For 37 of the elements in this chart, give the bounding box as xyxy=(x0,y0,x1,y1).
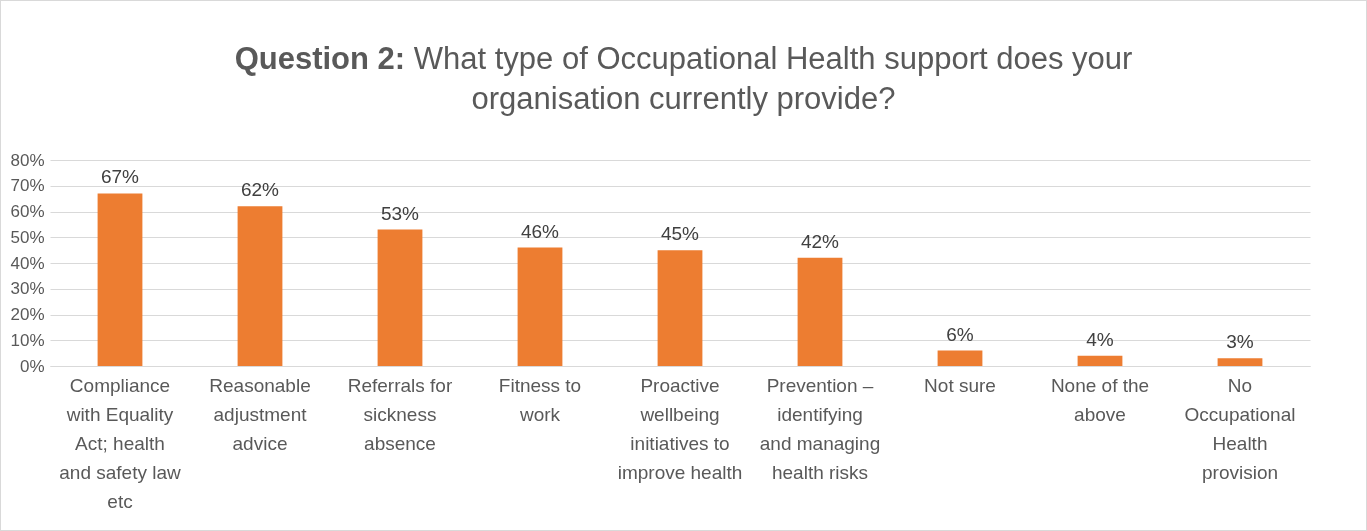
bar xyxy=(1217,358,1263,366)
data-label: 46% xyxy=(520,220,560,242)
bar xyxy=(937,350,983,366)
y-tick-label: 50% xyxy=(10,227,45,247)
x-tick-label: Prevention – identifying and managing health risks xyxy=(759,374,881,483)
data-label: 6% xyxy=(946,323,974,345)
data-label: 53% xyxy=(380,202,420,224)
bar xyxy=(237,206,283,366)
bar xyxy=(657,250,703,366)
x-tick-label: None of the above xyxy=(1050,374,1150,425)
y-tick-label: 60% xyxy=(10,202,45,221)
x-tick-label: No Occupational Health provision xyxy=(1184,374,1296,483)
bar xyxy=(797,257,843,366)
y-tick-label: 10% xyxy=(10,330,45,350)
chart-title: Question 2: What type of Occupational Health support does your organisation currently provide? xyxy=(233,40,1134,118)
x-tick-label: Not sure xyxy=(924,374,996,396)
data-label: 42% xyxy=(800,230,840,252)
bar xyxy=(1077,355,1123,366)
x-tick-label: Fitness to work xyxy=(498,374,582,425)
data-label: 67% xyxy=(100,166,140,188)
x-tick-label: Compliance with Equality Act; health and safety law etc xyxy=(59,374,181,512)
data-label: 45% xyxy=(660,223,700,245)
x-tick-label: Proactive wellbeing initiatives to improve health xyxy=(617,374,743,483)
y-tick-label: 80% xyxy=(10,150,45,170)
y-tick-label: 0% xyxy=(19,356,45,376)
x-tick-label: Referrals for sickness absence xyxy=(347,374,453,454)
data-label: 62% xyxy=(240,179,280,201)
y-tick-label: 30% xyxy=(10,279,45,299)
bar xyxy=(97,193,143,366)
x-tick-label: Reasonable adjustment advice xyxy=(209,374,311,454)
y-tick-label: 40% xyxy=(10,253,45,273)
data-label: 3% xyxy=(1226,331,1254,353)
bar xyxy=(377,229,423,366)
y-tick-label: 70% xyxy=(10,176,45,196)
y-tick-label: 20% xyxy=(10,305,45,324)
bar xyxy=(517,247,563,366)
data-label: 4% xyxy=(1086,328,1114,350)
